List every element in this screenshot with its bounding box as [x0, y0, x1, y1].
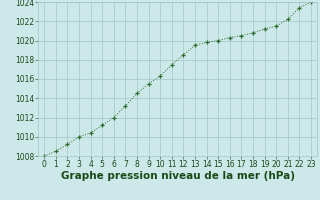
X-axis label: Graphe pression niveau de la mer (hPa): Graphe pression niveau de la mer (hPa): [60, 171, 295, 181]
